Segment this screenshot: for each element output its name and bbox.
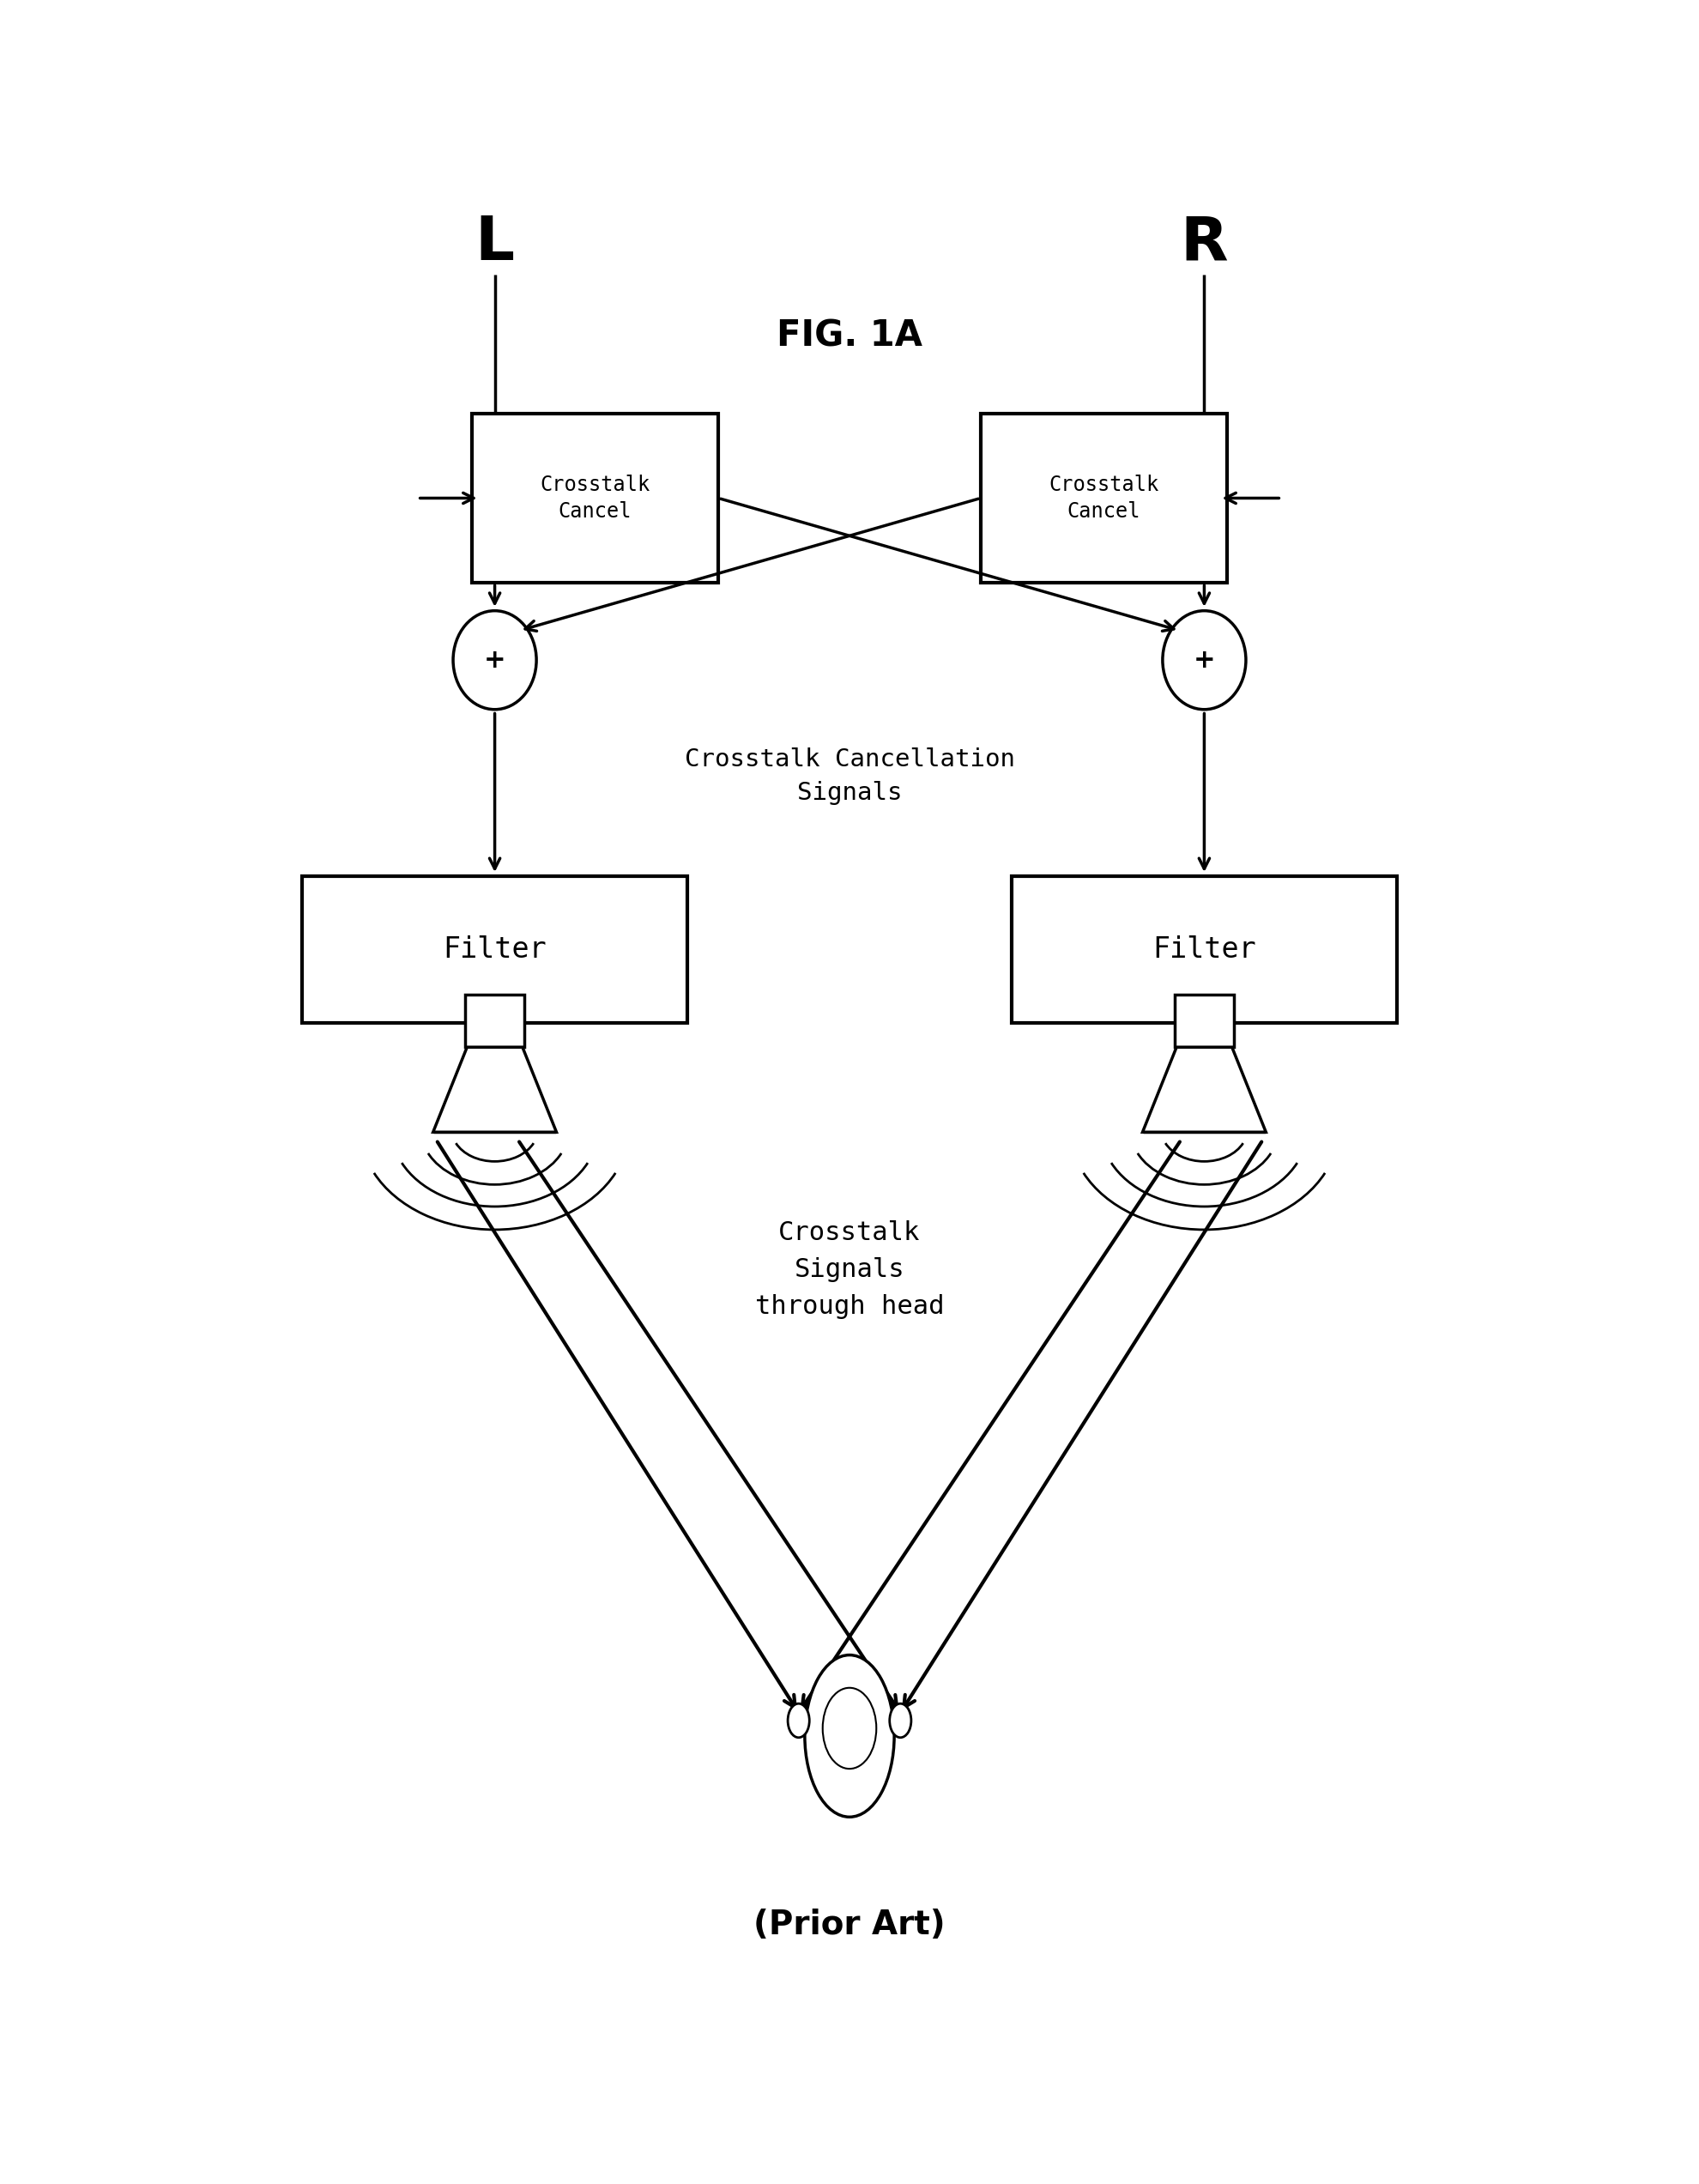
Text: Crosstalk
Cancel: Crosstalk Cancel [540, 474, 651, 522]
Text: R: R [1181, 214, 1228, 273]
Text: Filter: Filter [443, 935, 547, 963]
Text: Crosstalk Cancellation
Signals: Crosstalk Cancellation Signals [685, 747, 1014, 804]
Ellipse shape [890, 1704, 911, 1738]
Text: +: + [484, 649, 506, 673]
Text: Crosstalk
Cancel: Crosstalk Cancel [1048, 474, 1159, 522]
Bar [472, 413, 719, 583]
Ellipse shape [788, 1704, 809, 1738]
Polygon shape [433, 1048, 557, 1131]
Text: +: + [1193, 649, 1215, 673]
Ellipse shape [805, 1655, 894, 1817]
Bar [1176, 996, 1233, 1048]
Text: FIG. 1A: FIG. 1A [776, 319, 923, 354]
Text: L: L [476, 214, 515, 273]
Ellipse shape [454, 612, 537, 710]
Bar [302, 876, 688, 1022]
Polygon shape [1142, 1048, 1266, 1131]
Bar [466, 996, 523, 1048]
Ellipse shape [1162, 612, 1245, 710]
Text: Filter: Filter [1152, 935, 1256, 963]
Text: (Prior Art): (Prior Art) [754, 1909, 945, 1942]
Ellipse shape [822, 1688, 877, 1769]
Text: Crosstalk
Signals
through head: Crosstalk Signals through head [754, 1221, 945, 1319]
Bar [980, 413, 1227, 583]
Bar [1011, 876, 1397, 1022]
